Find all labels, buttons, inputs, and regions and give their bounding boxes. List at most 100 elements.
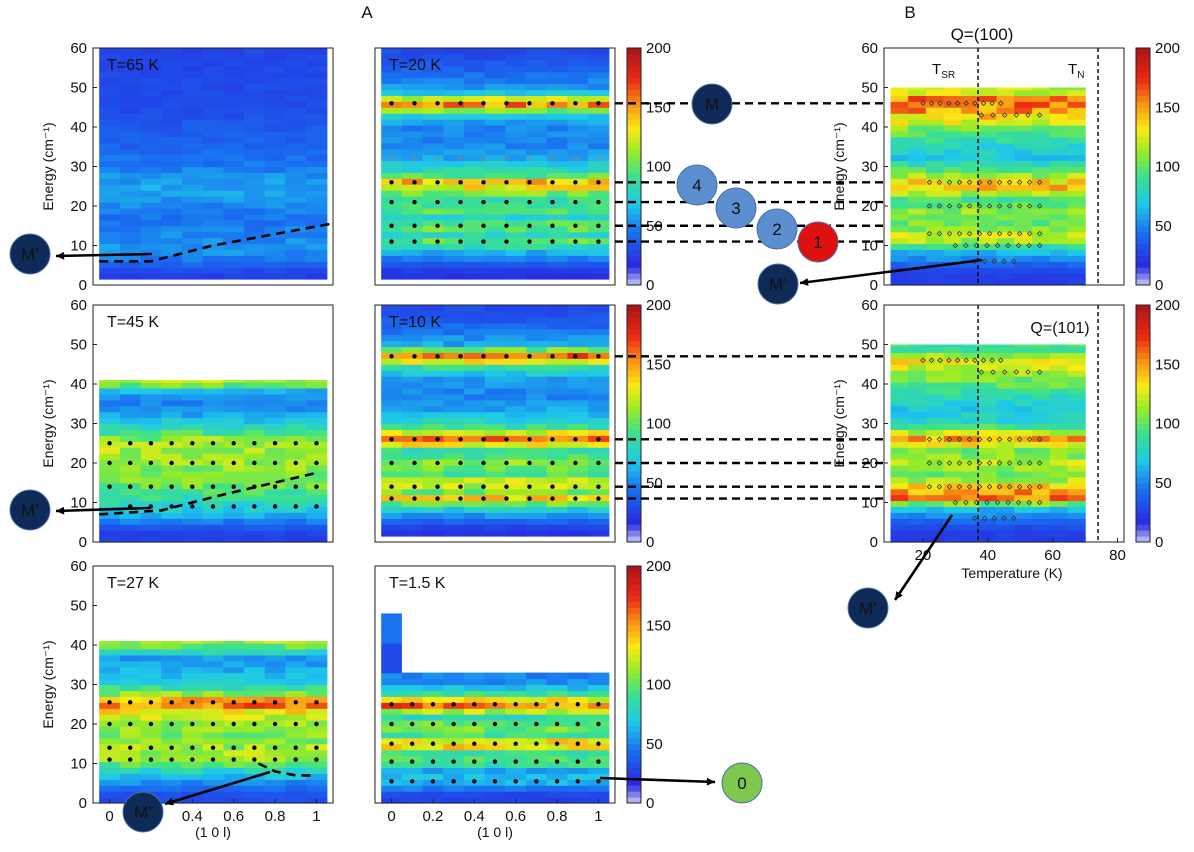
colorbar-segment [627, 48, 641, 55]
heatmap-cell [925, 101, 945, 108]
heatmap-cell [943, 273, 962, 280]
heatmap-cell [202, 411, 224, 419]
heatmap-cell [140, 714, 162, 721]
heatmap-cell [505, 459, 527, 466]
heatmap-cell [285, 231, 307, 239]
heatmap-cell [546, 243, 568, 250]
heatmap-cell [264, 48, 286, 55]
heatmap-cell [161, 536, 183, 543]
heatmap-cell [484, 130, 506, 138]
heatmap-cell [464, 512, 486, 519]
heatmap-cell [202, 417, 224, 425]
heatmap-cell [978, 237, 998, 245]
heatmap-cell [908, 382, 927, 389]
heatmap-cell [943, 476, 962, 484]
heatmap-cell [567, 125, 589, 132]
heatmap-cell [1032, 399, 1051, 407]
data-marker [148, 745, 154, 750]
data-marker [435, 437, 440, 442]
mode-mprime-badge-label: M’ [21, 501, 39, 520]
heatmap-cell [588, 184, 610, 191]
heatmap-cell [285, 690, 307, 697]
heatmap-cell [925, 470, 945, 478]
heatmap-cell [140, 435, 162, 442]
heatmap-cell [925, 376, 945, 383]
heatmap-cell [505, 773, 527, 780]
data-marker [926, 460, 933, 466]
heatmap-cell [464, 202, 486, 209]
heatmap-cell [996, 429, 1015, 436]
heatmap-cell [182, 267, 204, 274]
heatmap-cell [264, 684, 286, 691]
heatmap-cell [925, 482, 945, 490]
heatmap-cell [244, 380, 266, 383]
heatmap-cell [223, 83, 245, 91]
heatmap-cell [119, 536, 142, 543]
data-marker [980, 357, 987, 364]
heatmap-cell [588, 714, 610, 721]
y-tick-label: 50 [70, 80, 87, 97]
heatmap-cell [401, 125, 424, 132]
heatmap-cell [484, 731, 506, 739]
heatmap-cell [996, 261, 1015, 268]
colorbar-segment [627, 423, 641, 430]
heatmap-cell [285, 726, 307, 733]
heatmap-cell [464, 376, 486, 383]
heatmap-cell [546, 316, 568, 324]
heatmap-cell [961, 364, 980, 371]
heatmap-cell [567, 107, 589, 114]
heatmap-cell [264, 678, 286, 686]
heatmap-cell [484, 71, 506, 79]
heatmap-cell [546, 328, 568, 336]
heatmap-cell [1014, 184, 1033, 191]
colorbar-segment [627, 399, 641, 407]
colorbar-segment [627, 207, 641, 215]
heatmap-cell [1032, 417, 1051, 425]
heatmap-cell [285, 779, 307, 786]
heatmap-cell [567, 476, 589, 484]
heatmap-cell [908, 459, 927, 466]
heatmap-cell [908, 500, 927, 507]
heatmap-cell [401, 267, 424, 274]
heatmap-cell [996, 101, 1015, 108]
heatmap-cell [182, 530, 204, 537]
heatmap-cell [484, 417, 506, 425]
heatmap-cell [505, 65, 527, 73]
heatmap-cell [264, 470, 286, 478]
heatmap-cell [264, 643, 286, 650]
mode-mprime-badge [757, 263, 799, 305]
heatmap-cell [567, 429, 589, 436]
heatmap-cell [306, 136, 328, 144]
heatmap-cell [140, 267, 162, 274]
heatmap-cell [264, 447, 286, 454]
heatmap-cell [978, 405, 998, 413]
heatmap-cell [443, 59, 465, 67]
heatmap-cell [202, 773, 224, 780]
heatmap-cell [890, 89, 909, 96]
heatmap-cell [943, 518, 962, 525]
heatmap-cell [202, 696, 224, 703]
data-marker [314, 504, 319, 509]
heatmap-cell [422, 261, 444, 268]
heatmap-cell [140, 387, 162, 395]
heatmap-cell [588, 77, 610, 85]
data-marker [963, 100, 969, 107]
data-marker [513, 759, 518, 764]
heatmap-cell [526, 405, 548, 413]
heatmap-cell [996, 148, 1015, 156]
heatmap-cell [925, 512, 945, 519]
heatmap-cell [140, 273, 162, 280]
heatmap-cell [381, 255, 403, 262]
heatmap-cell [1014, 87, 1033, 91]
heatmap-cell [99, 382, 121, 389]
data-marker [458, 354, 463, 359]
heatmap-cell [244, 678, 266, 686]
heatmap-cell [546, 48, 568, 55]
heatmap-cell [1014, 125, 1033, 132]
heatmap-cell [401, 488, 424, 496]
data-marker [534, 702, 539, 707]
arrow-head [895, 591, 903, 600]
colorbar-segment [627, 202, 641, 209]
colorbar-segment [1136, 476, 1150, 484]
data-marker [966, 460, 973, 466]
